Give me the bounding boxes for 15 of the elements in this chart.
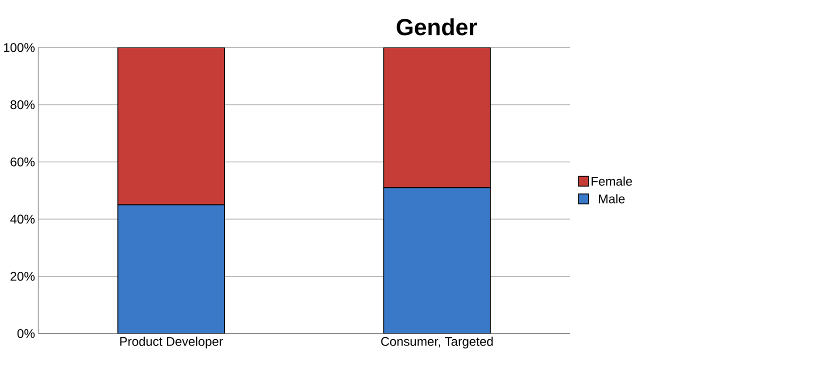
y-tick-label: 60% — [10, 158, 35, 167]
bar — [117, 204, 225, 334]
bar — [383, 187, 491, 334]
chart-title: Gender — [396, 18, 478, 36]
y-tick-label: 80% — [10, 100, 35, 110]
y-tick-label: 0% — [17, 329, 35, 338]
y-tick-label: 40% — [10, 214, 35, 224]
x-tick-label: Product Developer — [120, 336, 223, 349]
y-tick-label: 20% — [10, 272, 35, 281]
x-tick-label: Consumer, Targeted — [381, 336, 493, 349]
y-tick-label: 100% — [4, 43, 35, 52]
legend-label: Male — [599, 194, 625, 204]
legend-label: Female — [592, 176, 632, 186]
bar — [383, 48, 491, 188]
bar — [117, 48, 225, 206]
